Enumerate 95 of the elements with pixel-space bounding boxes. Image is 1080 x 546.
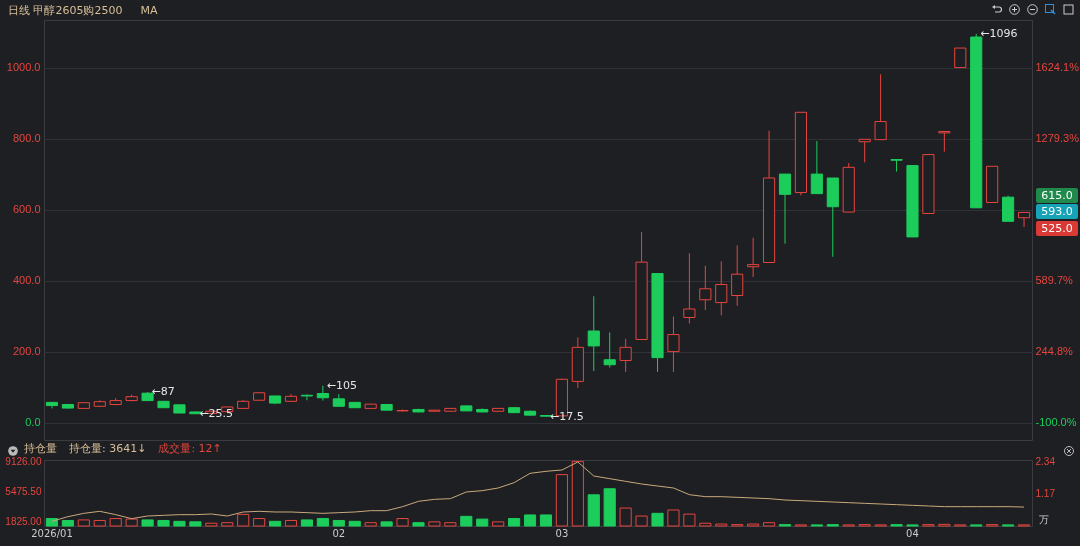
y-tick-label: 800.0 [12, 132, 41, 145]
line-series [51, 461, 1025, 522]
bar [109, 518, 122, 527]
bar [125, 518, 138, 527]
candlestick [300, 394, 314, 401]
candlestick [715, 260, 728, 316]
bar [492, 521, 505, 527]
text: 525.0 [1036, 220, 1078, 236]
bar [603, 488, 616, 527]
bar [635, 515, 648, 527]
bar [253, 518, 266, 527]
bar [380, 521, 393, 527]
bar [141, 519, 154, 527]
candlestick [747, 237, 760, 278]
bar [316, 518, 329, 527]
bar [555, 474, 568, 527]
chart-title: 日线 甲醇2605购2500 [8, 4, 123, 17]
candlestick [890, 158, 903, 173]
bar [237, 513, 250, 527]
bar [93, 519, 106, 527]
y2-axis-title: 万 [1038, 513, 1049, 525]
y2-tick-label: 244.8% [1035, 345, 1074, 358]
candlestick [699, 265, 712, 311]
candlestick [603, 331, 616, 369]
bar [699, 522, 712, 527]
bar [221, 522, 234, 527]
y2-tick-label: 1279.3% [1035, 132, 1080, 145]
candlestick [587, 295, 600, 372]
y2-tick-label: -100.0% [1035, 416, 1077, 429]
bar [332, 519, 345, 527]
text: 持仓量: 3641↓ [69, 442, 147, 455]
candlestick [938, 130, 951, 153]
candlestick [667, 315, 680, 373]
bar [587, 494, 600, 527]
chart-subtitle: MA [140, 4, 158, 17]
bar [300, 519, 314, 527]
candlestick [683, 252, 696, 325]
x-tick-label: 04 [906, 527, 919, 539]
annotation: ←1096 [980, 26, 1018, 40]
candlestick [810, 140, 823, 195]
y2-tick-label: 1624.1% [1035, 61, 1080, 74]
bar [268, 520, 282, 527]
bar [508, 518, 521, 527]
chart-title: 持仓量 [24, 442, 57, 455]
bar [667, 509, 680, 527]
annotation: ←105 [326, 378, 358, 392]
y-tick-label: 1000.0 [6, 61, 41, 74]
y2-tick-label: 1.17 [1035, 488, 1056, 500]
candlestick [619, 338, 632, 373]
y2-tick-label: 589.7% [1035, 274, 1074, 287]
y-tick-label: 5475.50 [5, 486, 42, 498]
bar [396, 518, 409, 527]
bar [571, 460, 584, 527]
bar [460, 515, 473, 527]
text: 615.0 [1036, 187, 1078, 203]
y-tick-label: 200.0 [12, 345, 41, 358]
bar [77, 519, 90, 527]
y-tick-label: 600.0 [12, 203, 41, 216]
bar [762, 522, 776, 527]
text: 成交量: 12↑ [158, 442, 222, 455]
candlestick [858, 138, 871, 163]
bar [348, 520, 361, 527]
bar [189, 521, 202, 527]
candlestick [1017, 211, 1031, 228]
text: 593.0 [1036, 204, 1078, 220]
candlestick [316, 385, 329, 402]
bar [412, 522, 425, 527]
annotation: ←17.5 [549, 409, 584, 423]
y-tick-label: 0.0 [25, 416, 41, 429]
bar [476, 518, 489, 527]
bar [364, 522, 377, 527]
bar [651, 512, 664, 527]
bar [205, 522, 218, 527]
candlestick [778, 173, 792, 245]
candlestick [874, 73, 887, 141]
x-tick-label: 2026/01 [31, 527, 73, 539]
y-tick-label: 9126.00 [5, 456, 42, 468]
bar [428, 521, 441, 527]
x-tick-label: 03 [555, 527, 569, 539]
bar [61, 519, 74, 527]
bar [173, 520, 186, 527]
y-tick-label: 1825.00 [5, 516, 42, 528]
bar [284, 519, 298, 527]
bar [157, 519, 170, 527]
bar [683, 513, 696, 527]
annotation: ←87 [151, 385, 175, 399]
y-tick-label: 400.0 [12, 274, 41, 287]
candlestick [731, 244, 744, 307]
y2-tick-label: 2.34 [1035, 455, 1056, 467]
candlestick [954, 47, 967, 69]
x-tick-label: 02 [332, 527, 346, 539]
bar [523, 514, 537, 527]
bar [539, 514, 553, 527]
bar [444, 522, 457, 527]
bar [619, 507, 632, 527]
